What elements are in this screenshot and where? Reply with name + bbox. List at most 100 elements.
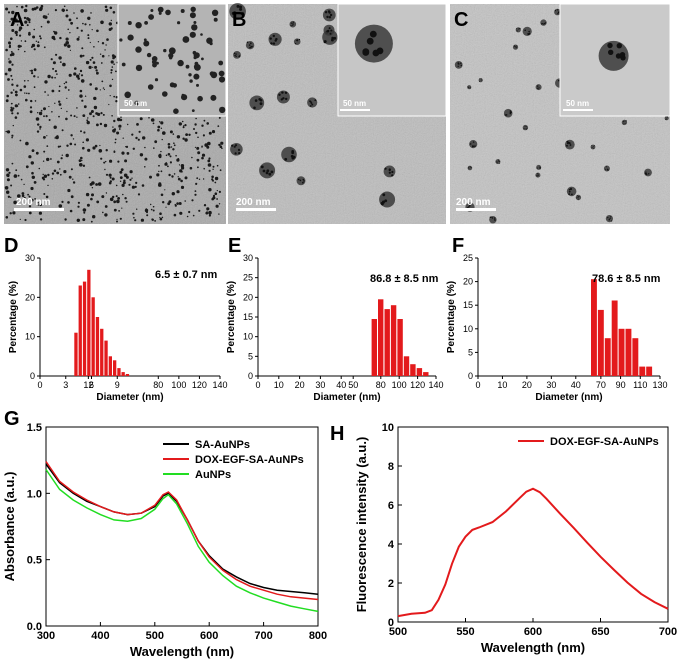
particle-dot [32, 35, 36, 39]
particle-dot [172, 133, 175, 135]
cluster-grain [314, 99, 317, 102]
particle-dot [37, 41, 40, 44]
particle-dot [120, 116, 122, 118]
particle-dot [38, 167, 41, 170]
y-tick-label: 0.5 [27, 555, 42, 567]
particle-dot [11, 10, 15, 15]
particle-dot [16, 112, 19, 115]
particle-dot [143, 40, 150, 47]
cluster-grain [625, 120, 627, 122]
particle-dot [64, 86, 67, 89]
particle-dot [101, 80, 104, 83]
particle-dot [205, 211, 209, 215]
particle-dot [76, 107, 78, 109]
cluster-grain [608, 169, 610, 171]
cluster-grain [248, 44, 251, 46]
series-line [45, 461, 319, 601]
particle-dot [10, 17, 14, 21]
particle-dot [9, 21, 11, 23]
cluster-grain [259, 102, 263, 105]
cluster-grain [278, 93, 281, 97]
x-tick-label: 0 [475, 380, 480, 390]
particle-dot [40, 4, 44, 8]
particle-dot [87, 37, 90, 40]
particle-dot [59, 173, 62, 176]
particle-dot [82, 146, 85, 150]
x-tick-label: 70 [596, 380, 606, 390]
particle-dot [214, 192, 218, 195]
particle-dot [28, 21, 31, 24]
cluster-grain [237, 148, 241, 151]
particle-dot [100, 157, 103, 160]
scale-text-main-c: 200 nm [456, 197, 491, 208]
cluster-grain [525, 126, 527, 128]
particle-dot [197, 151, 201, 155]
particle-dot [148, 117, 150, 119]
cluster-grain [568, 188, 571, 191]
particle-dot [31, 43, 36, 48]
particle-dot [65, 14, 69, 18]
particle-dot [144, 166, 146, 168]
histogram-bar [121, 372, 125, 376]
particle-dot [167, 143, 171, 146]
particle-dot [182, 36, 190, 43]
y-tick-label: 10 [25, 332, 35, 342]
x-tick-label: 100 [171, 380, 186, 390]
x-tick-label: 50 [348, 380, 358, 390]
particle-dot [11, 83, 14, 86]
particle-dot [158, 121, 161, 123]
cluster-grain [536, 167, 538, 169]
histogram-bar [82, 281, 87, 376]
cluster-grain [362, 48, 370, 56]
particle-dot [177, 21, 181, 25]
particle-dot [88, 176, 91, 179]
particle-dot [178, 122, 182, 126]
particle-dot [18, 29, 21, 32]
particle-dot [189, 31, 196, 38]
cluster-grain [326, 15, 329, 19]
particle-dot [80, 74, 84, 77]
particle-dot [58, 115, 60, 118]
particle-dot [69, 32, 71, 34]
particle-dot [61, 200, 64, 203]
cluster-grain [331, 38, 334, 42]
particle-dot [66, 97, 68, 99]
cluster-grain [665, 119, 667, 121]
particle-dot [25, 98, 28, 102]
particle-dot [81, 99, 84, 102]
particle-dot [63, 170, 67, 174]
particle-dot [37, 123, 40, 126]
particle-dot [70, 114, 73, 117]
x-axis-label: Diameter (nm) [313, 392, 380, 403]
particle-dot [12, 107, 15, 110]
cluster-grain [231, 144, 234, 147]
particle-dot [110, 19, 113, 22]
particle-dot [6, 173, 10, 177]
particle-dot [37, 76, 39, 78]
particle-dot [218, 70, 225, 77]
particle-dot [114, 138, 117, 141]
particle-dot [159, 212, 162, 215]
cluster-grain [366, 37, 374, 45]
particle-dot [59, 36, 62, 40]
histogram-bar [625, 328, 632, 376]
histogram-bar [423, 372, 429, 376]
series-line [397, 487, 669, 618]
particle-dot [28, 31, 31, 35]
cluster-grain [664, 119, 666, 120]
particle-dot [92, 66, 94, 68]
particle-dot [109, 6, 113, 10]
particle-dot [117, 160, 120, 163]
particle-dot [193, 21, 197, 24]
particle-dot [211, 130, 216, 134]
particle-dot [69, 49, 71, 52]
x-tick-label: 300 [37, 630, 55, 642]
particle-dot [65, 117, 68, 121]
particle-dot [67, 188, 71, 193]
particle-dot [82, 141, 84, 144]
particle-dot [153, 147, 155, 149]
particle-dot [105, 160, 107, 163]
y-axis-label: Absorbance (a.u.) [2, 472, 17, 582]
particle-dot [47, 13, 49, 15]
particle-dot [58, 90, 61, 92]
